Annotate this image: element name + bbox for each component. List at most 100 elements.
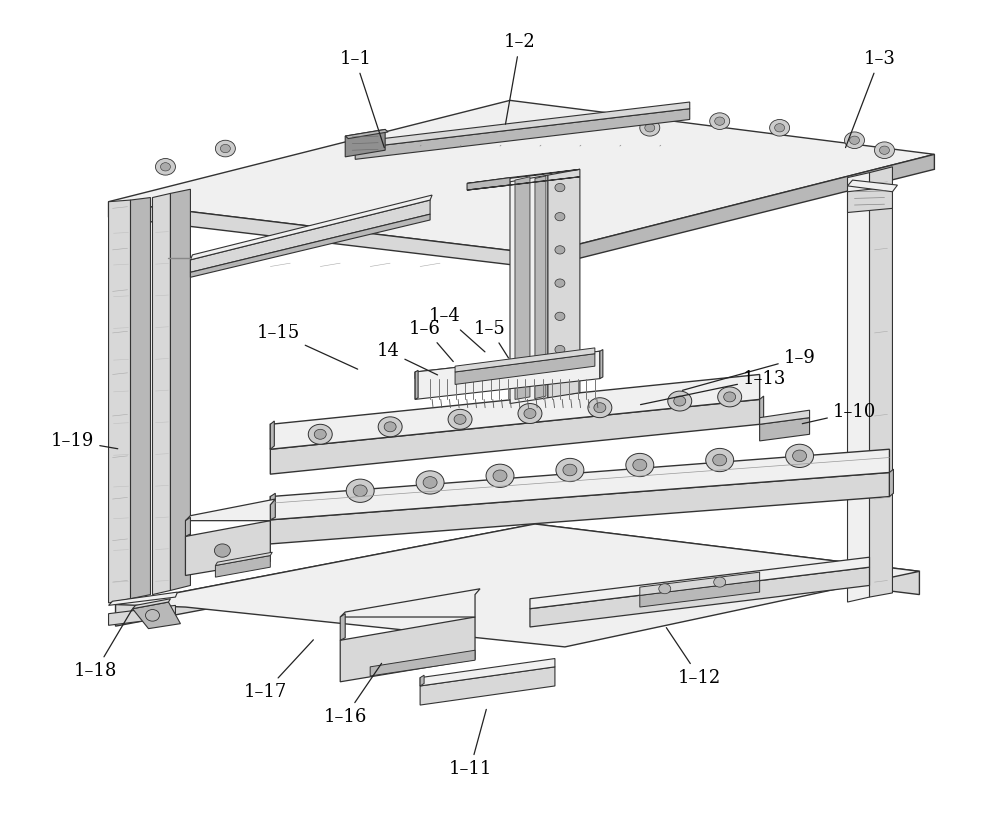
Polygon shape bbox=[170, 189, 190, 591]
Circle shape bbox=[524, 409, 536, 418]
Polygon shape bbox=[190, 200, 430, 272]
Polygon shape bbox=[131, 197, 150, 599]
Polygon shape bbox=[415, 351, 600, 379]
Polygon shape bbox=[185, 499, 275, 521]
Circle shape bbox=[879, 146, 889, 155]
Circle shape bbox=[493, 470, 507, 482]
Circle shape bbox=[715, 117, 725, 126]
Circle shape bbox=[448, 409, 472, 429]
Polygon shape bbox=[116, 524, 919, 647]
Circle shape bbox=[346, 479, 374, 503]
Polygon shape bbox=[530, 557, 869, 609]
Circle shape bbox=[555, 212, 565, 220]
Circle shape bbox=[588, 398, 612, 418]
Text: 1–13: 1–13 bbox=[641, 369, 786, 404]
Polygon shape bbox=[600, 349, 603, 379]
Circle shape bbox=[555, 345, 565, 354]
Circle shape bbox=[155, 159, 175, 175]
Circle shape bbox=[710, 113, 730, 130]
Circle shape bbox=[563, 464, 577, 476]
Text: 1–2: 1–2 bbox=[504, 33, 536, 124]
Text: 1–3: 1–3 bbox=[846, 50, 895, 147]
Polygon shape bbox=[515, 176, 530, 399]
Circle shape bbox=[555, 245, 565, 254]
Circle shape bbox=[416, 471, 444, 494]
Circle shape bbox=[786, 444, 814, 468]
Circle shape bbox=[718, 387, 742, 407]
Text: 14: 14 bbox=[377, 342, 438, 375]
Circle shape bbox=[793, 450, 807, 462]
Polygon shape bbox=[455, 354, 595, 384]
Polygon shape bbox=[109, 606, 175, 626]
Polygon shape bbox=[185, 521, 270, 576]
Circle shape bbox=[775, 124, 785, 132]
Polygon shape bbox=[510, 175, 548, 404]
Polygon shape bbox=[848, 180, 897, 191]
Circle shape bbox=[668, 391, 692, 411]
Circle shape bbox=[555, 374, 565, 383]
Polygon shape bbox=[109, 200, 131, 603]
Circle shape bbox=[626, 453, 654, 477]
Circle shape bbox=[486, 464, 514, 488]
Circle shape bbox=[874, 142, 894, 159]
Polygon shape bbox=[152, 193, 170, 595]
Circle shape bbox=[556, 458, 584, 482]
Text: 1–6: 1–6 bbox=[409, 319, 453, 362]
Polygon shape bbox=[215, 556, 270, 577]
Polygon shape bbox=[109, 201, 540, 268]
Circle shape bbox=[659, 584, 671, 594]
Polygon shape bbox=[270, 449, 889, 520]
Text: 1–15: 1–15 bbox=[257, 324, 358, 369]
Circle shape bbox=[214, 544, 230, 557]
Circle shape bbox=[724, 392, 736, 402]
Text: 1–9: 1–9 bbox=[682, 349, 816, 390]
Polygon shape bbox=[109, 101, 934, 254]
Circle shape bbox=[850, 136, 860, 145]
Polygon shape bbox=[467, 177, 510, 190]
Polygon shape bbox=[415, 351, 600, 399]
Circle shape bbox=[314, 429, 326, 439]
Text: 1–10: 1–10 bbox=[802, 403, 876, 423]
Polygon shape bbox=[760, 396, 764, 424]
Polygon shape bbox=[640, 581, 760, 607]
Polygon shape bbox=[640, 572, 760, 596]
Text: 1–16: 1–16 bbox=[324, 663, 382, 726]
Polygon shape bbox=[530, 567, 869, 627]
Polygon shape bbox=[420, 666, 555, 705]
Polygon shape bbox=[270, 493, 275, 520]
Polygon shape bbox=[133, 599, 170, 609]
Polygon shape bbox=[109, 592, 177, 606]
Polygon shape bbox=[848, 172, 869, 602]
Circle shape bbox=[353, 485, 367, 497]
Circle shape bbox=[454, 414, 466, 424]
Polygon shape bbox=[467, 176, 580, 190]
Polygon shape bbox=[535, 176, 546, 399]
Polygon shape bbox=[355, 109, 690, 160]
Circle shape bbox=[594, 403, 606, 413]
Polygon shape bbox=[467, 169, 580, 183]
Circle shape bbox=[674, 396, 686, 406]
Text: 1–17: 1–17 bbox=[244, 640, 313, 701]
Circle shape bbox=[518, 404, 542, 423]
Text: 1–19: 1–19 bbox=[51, 432, 118, 450]
Polygon shape bbox=[455, 348, 595, 372]
Circle shape bbox=[308, 424, 332, 444]
Circle shape bbox=[714, 577, 726, 587]
Circle shape bbox=[555, 312, 565, 320]
Text: 1–12: 1–12 bbox=[666, 627, 721, 686]
Polygon shape bbox=[215, 552, 272, 566]
Polygon shape bbox=[540, 155, 934, 268]
Polygon shape bbox=[869, 167, 892, 597]
Polygon shape bbox=[340, 617, 475, 681]
Polygon shape bbox=[270, 473, 889, 544]
Polygon shape bbox=[270, 399, 760, 474]
Polygon shape bbox=[420, 675, 424, 686]
Circle shape bbox=[845, 132, 864, 149]
Polygon shape bbox=[760, 410, 810, 424]
Circle shape bbox=[384, 422, 396, 432]
Circle shape bbox=[706, 448, 734, 472]
Text: 1–4: 1–4 bbox=[429, 307, 485, 352]
Circle shape bbox=[215, 141, 235, 157]
Text: 1–18: 1–18 bbox=[74, 609, 132, 680]
Circle shape bbox=[555, 279, 565, 287]
